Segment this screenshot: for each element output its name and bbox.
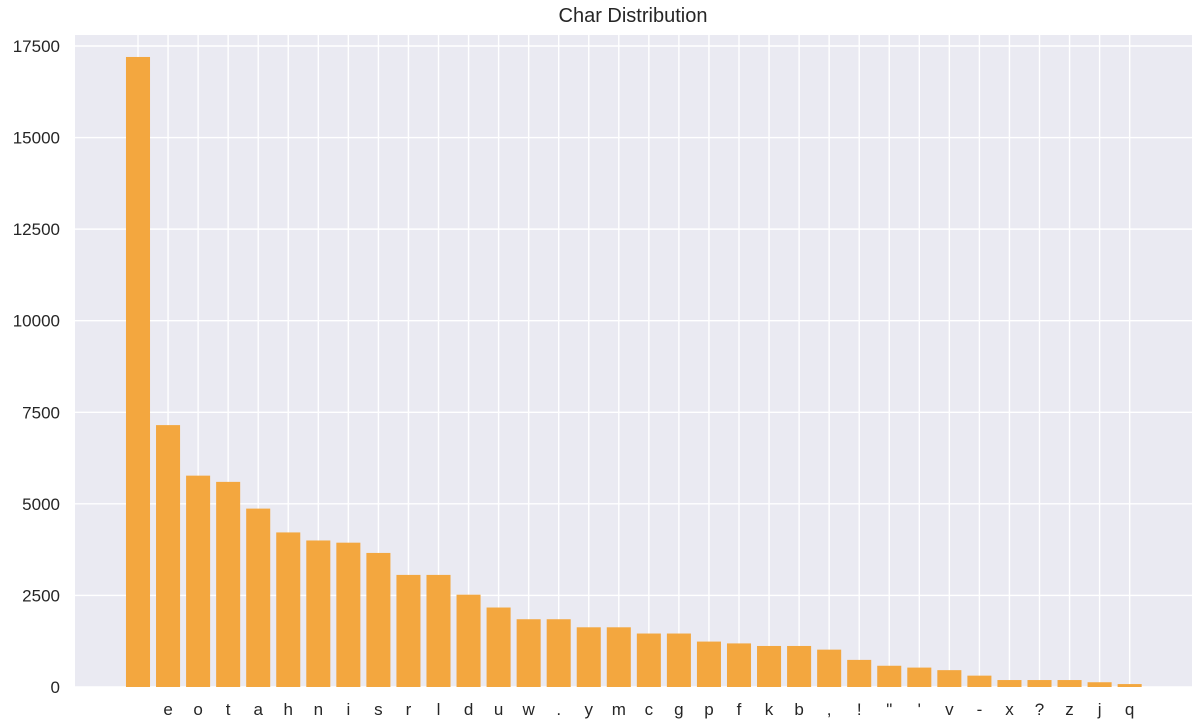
bar: [967, 675, 992, 687]
bar: [156, 425, 181, 687]
bar: [516, 619, 541, 687]
x-tick-label: r: [406, 700, 412, 719]
x-tick-label: e: [163, 700, 172, 719]
y-tick-label: 2500: [22, 586, 60, 605]
x-tick-label: o: [193, 700, 202, 719]
bar: [1087, 682, 1112, 687]
bar: [486, 607, 511, 687]
bar: [546, 619, 571, 687]
x-tick-label: t: [226, 700, 231, 719]
x-tick-label: k: [765, 700, 774, 719]
bar: [847, 659, 872, 687]
x-tick-label: c: [645, 700, 654, 719]
bar: [997, 680, 1022, 687]
x-tick-label: a: [253, 700, 263, 719]
bar: [937, 670, 962, 687]
y-tick-label: 7500: [22, 403, 60, 422]
y-tick-label: 15000: [13, 129, 60, 148]
x-tick-label: ?: [1035, 700, 1044, 719]
x-tick-label: q: [1125, 700, 1134, 719]
x-tick-label: x: [1005, 700, 1014, 719]
bar: [636, 633, 661, 687]
plot-background: [75, 35, 1192, 687]
x-tick-label: m: [612, 700, 626, 719]
bar: [336, 542, 361, 687]
x-tick-label: g: [674, 700, 683, 719]
bar: [817, 649, 842, 687]
bar: [276, 532, 301, 687]
y-tick-label: 17500: [13, 37, 60, 56]
y-tick-label: 0: [51, 678, 60, 697]
x-tick-label: u: [494, 700, 503, 719]
bar: [1057, 680, 1082, 687]
bar: [576, 627, 601, 687]
bar: [666, 633, 691, 687]
x-tick-label: ,: [827, 700, 832, 719]
y-tick-label: 12500: [13, 220, 60, 239]
y-axis-ticks: 0 2500 5000 7500 10000 12500 15000 17500: [13, 37, 60, 697]
x-tick-label: s: [374, 700, 383, 719]
y-tick-label: 10000: [13, 312, 60, 331]
bar: [366, 552, 391, 687]
x-tick-label: j: [1097, 700, 1102, 719]
bar: [1027, 680, 1052, 687]
x-tick-label: h: [284, 700, 293, 719]
x-tick-label: z: [1065, 700, 1074, 719]
bar: [216, 481, 241, 687]
x-tick-label: !: [857, 700, 862, 719]
bar: [186, 475, 211, 687]
x-tick-label: f: [737, 700, 742, 719]
bar: [306, 540, 331, 687]
x-tick-label: n: [314, 700, 323, 719]
bar: [125, 56, 151, 687]
bar: [696, 641, 721, 687]
bar: [757, 645, 782, 687]
x-tick-label: p: [704, 700, 713, 719]
bar: [246, 508, 271, 687]
bar: [606, 627, 631, 687]
x-tick-label: -: [977, 700, 983, 719]
bar: [1117, 684, 1142, 687]
x-tick-label: y: [585, 700, 594, 719]
bar: [396, 574, 421, 687]
chart-title: Char Distribution: [559, 5, 708, 27]
y-tick-label: 5000: [22, 495, 60, 514]
x-axis-ticks: e o t a h n i s r l d u w. y m c g p f k b,! " ' v - x? z j q: [163, 700, 1134, 719]
x-tick-label: v: [945, 700, 954, 719]
x-tick-label: l: [437, 700, 441, 719]
x-tick-label: i: [346, 700, 350, 719]
bar: [456, 594, 481, 687]
x-tick-label: w: [522, 700, 536, 719]
x-tick-label: ': [918, 700, 921, 719]
bar: [787, 645, 812, 687]
bar: [877, 665, 902, 687]
x-tick-label: d: [464, 700, 473, 719]
x-tick-label: ": [886, 700, 892, 719]
bar: [426, 574, 451, 687]
bar: [726, 643, 752, 687]
bars: [125, 56, 1142, 687]
bar: [907, 667, 932, 687]
x-tick-label: b: [794, 700, 803, 719]
x-tick-label: .: [556, 700, 561, 719]
